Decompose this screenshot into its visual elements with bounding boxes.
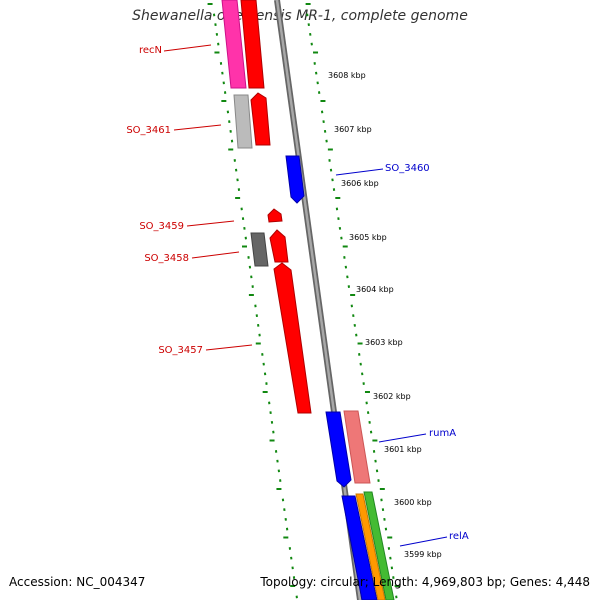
position-label: 3606 kbp: [341, 179, 379, 188]
gene-forward-arrow-3[interactable]: [269, 229, 289, 263]
left-tick-track: [207, 3, 298, 599]
leader-line-SO_3461: [173, 124, 222, 131]
position-label: 3601 kbp: [384, 445, 422, 454]
gene-label-SO_3461[interactable]: SO_3461: [126, 125, 171, 136]
position-label: 3599 kbp: [404, 550, 442, 559]
leader-line-SO_3459: [186, 220, 235, 227]
gene-label-recN[interactable]: recN: [139, 45, 162, 56]
genome-title: Shewanella oneidensis MR-1, complete gen…: [132, 8, 468, 24]
position-label: 3604 kbp: [356, 285, 394, 294]
gene-SO_3458-arrow[interactable]: [250, 232, 269, 267]
topology-info: Topology: circular; Length: 4,969,803 bp…: [260, 575, 590, 589]
gene-relA-arrow[interactable]: [341, 495, 378, 600]
reverse-gene-labels: SO_3460 rumA relA: [335, 163, 469, 547]
forward-gene-labels: recN SO_3461 SO_3459 SO_3458 SO_3457: [126, 44, 253, 356]
gene-orange-arrow[interactable]: [355, 493, 386, 600]
gene-forward-arrow-1[interactable]: [240, 0, 265, 89]
gene-SO_3460-arrow[interactable]: [285, 155, 305, 204]
accession-info: Accession: NC_004347: [9, 575, 146, 589]
gene-label-relA[interactable]: relA: [449, 531, 469, 542]
gene-label-SO_3459[interactable]: SO_3459: [139, 221, 184, 232]
forward-strand-genes: [221, 0, 312, 414]
gene-forward-arrow-2[interactable]: [250, 92, 271, 146]
gene-green-arrow[interactable]: [363, 491, 395, 600]
gene-reverse-arrow-1[interactable]: [325, 411, 352, 488]
gene-label-SO_3460[interactable]: SO_3460: [385, 163, 430, 174]
gene-rumA-arrow[interactable]: [343, 410, 371, 484]
position-label: 3607 kbp: [334, 125, 372, 134]
position-label: 3603 kbp: [365, 338, 403, 347]
leader-line-rumA: [378, 433, 427, 443]
right-tick-track: [305, 3, 400, 599]
reverse-strand-genes: [285, 155, 395, 600]
position-label: 3608 kbp: [328, 71, 366, 80]
leader-line-recN: [163, 44, 212, 52]
position-label: 3600 kbp: [394, 498, 432, 507]
gene-label-rumA[interactable]: rumA: [429, 428, 456, 439]
gene-SO_3457-arrow[interactable]: [273, 262, 312, 414]
leader-line-SO_3457: [205, 344, 253, 351]
leader-line-relA: [399, 536, 448, 547]
leader-line-SO_3460: [335, 168, 384, 176]
gene-label-SO_3457[interactable]: SO_3457: [158, 345, 203, 356]
position-scale: 3608 kbp 3607 kbp 3606 kbp 3605 kbp 3604…: [328, 71, 442, 559]
gene-recN-arrow[interactable]: [221, 0, 247, 89]
position-label: 3602 kbp: [373, 392, 411, 401]
gene-label-SO_3458[interactable]: SO_3458: [144, 253, 189, 264]
gene-SO_3459-arrow[interactable]: [267, 208, 283, 223]
gene-SO_3461-arrow[interactable]: [233, 94, 253, 149]
position-label: 3605 kbp: [349, 233, 387, 242]
leader-line-SO_3458: [191, 251, 240, 259]
